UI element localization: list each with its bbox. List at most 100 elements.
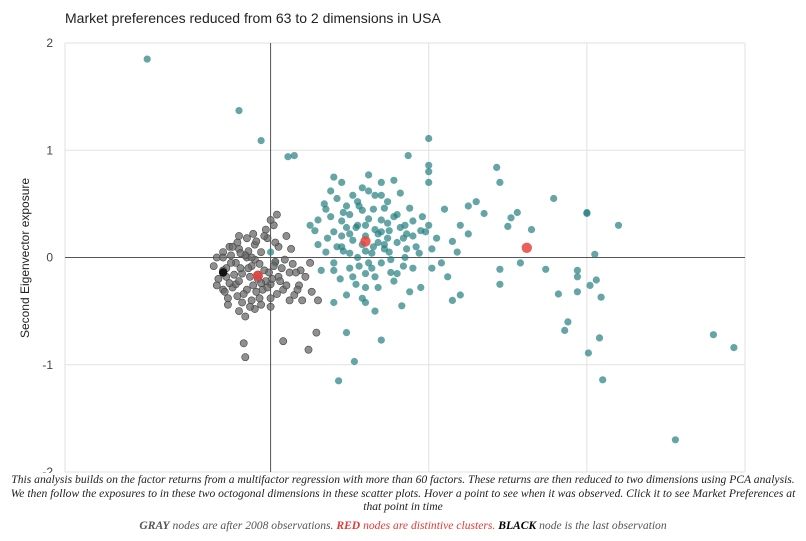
- teal-point[interactable]: [513, 208, 521, 217]
- teal-point[interactable]: [597, 293, 605, 301]
- teal-point[interactable]: [671, 436, 680, 444]
- gray-point[interactable]: [247, 253, 256, 262]
- teal-point[interactable]: [335, 377, 343, 385]
- teal-point[interactable]: [480, 209, 488, 218]
- teal-point[interactable]: [564, 318, 572, 326]
- teal-point[interactable]: [433, 234, 441, 242]
- teal-point[interactable]: [472, 198, 480, 206]
- gray-point[interactable]: [236, 264, 245, 273]
- gray-point[interactable]: [265, 268, 273, 277]
- teal-point[interactable]: [350, 357, 358, 366]
- gray-point[interactable]: [239, 290, 248, 298]
- teal-point[interactable]: [425, 168, 433, 176]
- teal-point[interactable]: [398, 302, 406, 310]
- teal-point[interactable]: [409, 232, 417, 240]
- teal-point[interactable]: [425, 221, 433, 229]
- teal-point[interactable]: [493, 163, 501, 171]
- gray-point[interactable]: [212, 281, 221, 290]
- teal-point[interactable]: [342, 223, 351, 232]
- teal-point[interactable]: [440, 205, 449, 213]
- teal-point[interactable]: [361, 221, 370, 229]
- teal-point[interactable]: [235, 107, 243, 115]
- teal-point[interactable]: [390, 277, 398, 285]
- gray-point[interactable]: [225, 279, 234, 288]
- teal-point[interactable]: [387, 268, 395, 277]
- teal-point[interactable]: [377, 228, 385, 236]
- gray-point[interactable]: [257, 248, 265, 256]
- teal-point[interactable]: [322, 248, 330, 256]
- gray-point[interactable]: [249, 281, 258, 290]
- gray-point[interactable]: [285, 296, 294, 305]
- teal-point[interactable]: [554, 290, 563, 298]
- gray-point[interactable]: [235, 277, 243, 285]
- gray-point[interactable]: [249, 229, 258, 238]
- teal-point[interactable]: [415, 249, 423, 257]
- teal-point[interactable]: [561, 326, 569, 334]
- teal-point[interactable]: [358, 184, 366, 192]
- gray-point[interactable]: [314, 296, 322, 305]
- teal-point[interactable]: [377, 259, 385, 267]
- teal-point[interactable]: [330, 228, 338, 236]
- gray-point[interactable]: [230, 270, 239, 279]
- gray-point[interactable]: [223, 300, 232, 309]
- gray-point[interactable]: [291, 268, 300, 277]
- teal-point[interactable]: [368, 264, 376, 272]
- teal-point[interactable]: [385, 227, 393, 235]
- teal-point[interactable]: [399, 234, 407, 242]
- teal-point[interactable]: [422, 228, 430, 236]
- teal-point[interactable]: [425, 161, 433, 169]
- gray-point[interactable]: [269, 262, 278, 270]
- teal-point[interactable]: [314, 241, 322, 249]
- teal-point[interactable]: [361, 247, 370, 255]
- teal-point[interactable]: [354, 253, 362, 262]
- teal-point[interactable]: [377, 216, 385, 224]
- teal-point[interactable]: [355, 262, 363, 270]
- teal-point[interactable]: [314, 216, 322, 224]
- teal-point[interactable]: [393, 270, 401, 278]
- teal-point[interactable]: [267, 248, 275, 256]
- teal-point[interactable]: [390, 176, 398, 184]
- teal-point[interactable]: [330, 266, 338, 274]
- teal-point[interactable]: [257, 137, 265, 145]
- teal-point[interactable]: [464, 202, 472, 210]
- teal-point[interactable]: [496, 178, 504, 186]
- teal-point[interactable]: [380, 204, 388, 212]
- gray-point[interactable]: [238, 298, 246, 307]
- teal-point[interactable]: [349, 236, 357, 244]
- teal-point[interactable]: [377, 336, 385, 344]
- teal-point[interactable]: [349, 191, 357, 199]
- teal-point[interactable]: [496, 265, 504, 273]
- teal-point[interactable]: [346, 249, 354, 257]
- teal-point[interactable]: [339, 247, 347, 255]
- gray-point[interactable]: [260, 232, 269, 240]
- teal-point[interactable]: [336, 275, 344, 283]
- teal-point[interactable]: [583, 209, 591, 218]
- gray-point[interactable]: [276, 277, 284, 285]
- teal-point[interactable]: [412, 243, 420, 251]
- teal-point[interactable]: [327, 213, 335, 221]
- teal-point[interactable]: [507, 214, 515, 222]
- gray-point[interactable]: [227, 251, 235, 260]
- gray-point[interactable]: [272, 210, 281, 219]
- teal-point[interactable]: [352, 280, 360, 288]
- teal-point[interactable]: [406, 288, 414, 296]
- teal-point[interactable]: [542, 265, 550, 273]
- teal-point[interactable]: [371, 307, 379, 315]
- gray-point[interactable]: [282, 281, 291, 290]
- gray-point[interactable]: [236, 249, 245, 258]
- teal-point[interactable]: [709, 331, 718, 339]
- teal-point[interactable]: [584, 349, 593, 357]
- teal-point[interactable]: [390, 213, 398, 221]
- teal-point[interactable]: [352, 223, 360, 232]
- gray-point[interactable]: [233, 238, 242, 247]
- teal-point[interactable]: [338, 217, 346, 225]
- teal-point[interactable]: [333, 194, 341, 203]
- teal-point[interactable]: [143, 55, 151, 63]
- teal-point[interactable]: [418, 213, 426, 221]
- gray-point[interactable]: [279, 337, 288, 346]
- teal-point[interactable]: [371, 226, 379, 234]
- teal-point[interactable]: [374, 283, 382, 292]
- teal-point[interactable]: [374, 238, 382, 247]
- gray-point[interactable]: [246, 302, 254, 311]
- teal-point[interactable]: [393, 238, 401, 247]
